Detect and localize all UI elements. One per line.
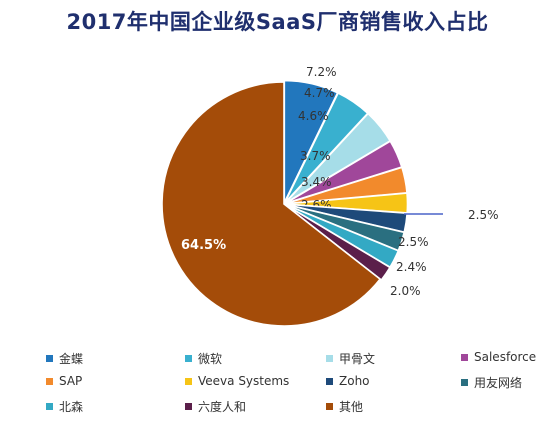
slice-label-3: 4.6%	[298, 109, 329, 123]
slice-label-4: 3.7%	[300, 149, 331, 163]
slice-label-8: 2.5%	[398, 235, 429, 249]
slice-label-7: 2.5%	[468, 208, 499, 222]
pie-slice-10	[284, 204, 392, 282]
pie-slice-11	[161, 81, 382, 327]
slice-label-1: 7.2%	[306, 65, 337, 79]
slice-label-9: 2.4%	[396, 260, 427, 274]
slice-label-10: 2.0%	[390, 284, 421, 298]
slice-label-2: 4.7%	[304, 86, 335, 100]
slice-label-5: 3.4%	[301, 175, 332, 189]
slice-label-11: 64.5%	[181, 238, 226, 253]
chart-title: 2017年中国企业级SaaS厂商销售收入占比	[66, 10, 489, 34]
